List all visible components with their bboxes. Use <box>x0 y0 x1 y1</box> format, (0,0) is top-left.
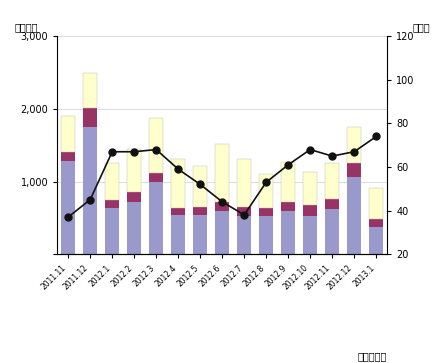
Bar <box>127 149 141 192</box>
Bar <box>83 108 97 127</box>
Bar <box>149 182 163 254</box>
Bar <box>369 219 383 227</box>
Bar <box>281 202 295 211</box>
Bar <box>325 209 339 254</box>
Bar <box>369 188 383 219</box>
Bar <box>237 207 251 216</box>
Bar <box>215 211 229 254</box>
Bar <box>127 192 141 202</box>
Bar <box>259 174 273 208</box>
Bar <box>105 200 119 208</box>
Text: （年・月）: （年・月） <box>358 351 387 361</box>
Bar <box>325 163 339 199</box>
Bar <box>347 127 361 163</box>
Bar <box>105 163 119 200</box>
Bar <box>193 207 207 215</box>
Bar <box>303 216 317 254</box>
Bar <box>171 215 185 254</box>
Bar <box>347 177 361 254</box>
Bar <box>237 216 251 254</box>
Bar <box>149 173 163 182</box>
Bar <box>83 73 97 108</box>
Bar <box>105 208 119 254</box>
Bar <box>193 215 207 254</box>
Bar <box>215 202 229 211</box>
Bar <box>237 159 251 207</box>
Bar <box>369 227 383 254</box>
Bar <box>325 199 339 209</box>
Bar <box>215 144 229 202</box>
Bar <box>61 116 75 152</box>
Bar <box>303 172 317 205</box>
Bar <box>83 127 97 254</box>
Bar <box>171 208 185 215</box>
Text: （％）: （％） <box>412 22 430 32</box>
Bar <box>193 166 207 207</box>
Bar <box>61 161 75 254</box>
Bar <box>259 216 273 254</box>
Bar <box>171 159 185 208</box>
Bar <box>259 208 273 216</box>
Bar <box>303 205 317 216</box>
Bar <box>347 163 361 177</box>
Bar <box>281 211 295 254</box>
Bar <box>61 152 75 161</box>
Bar <box>127 202 141 254</box>
Bar <box>149 118 163 173</box>
Text: （億円）: （億円） <box>15 22 38 32</box>
Bar <box>281 162 295 202</box>
